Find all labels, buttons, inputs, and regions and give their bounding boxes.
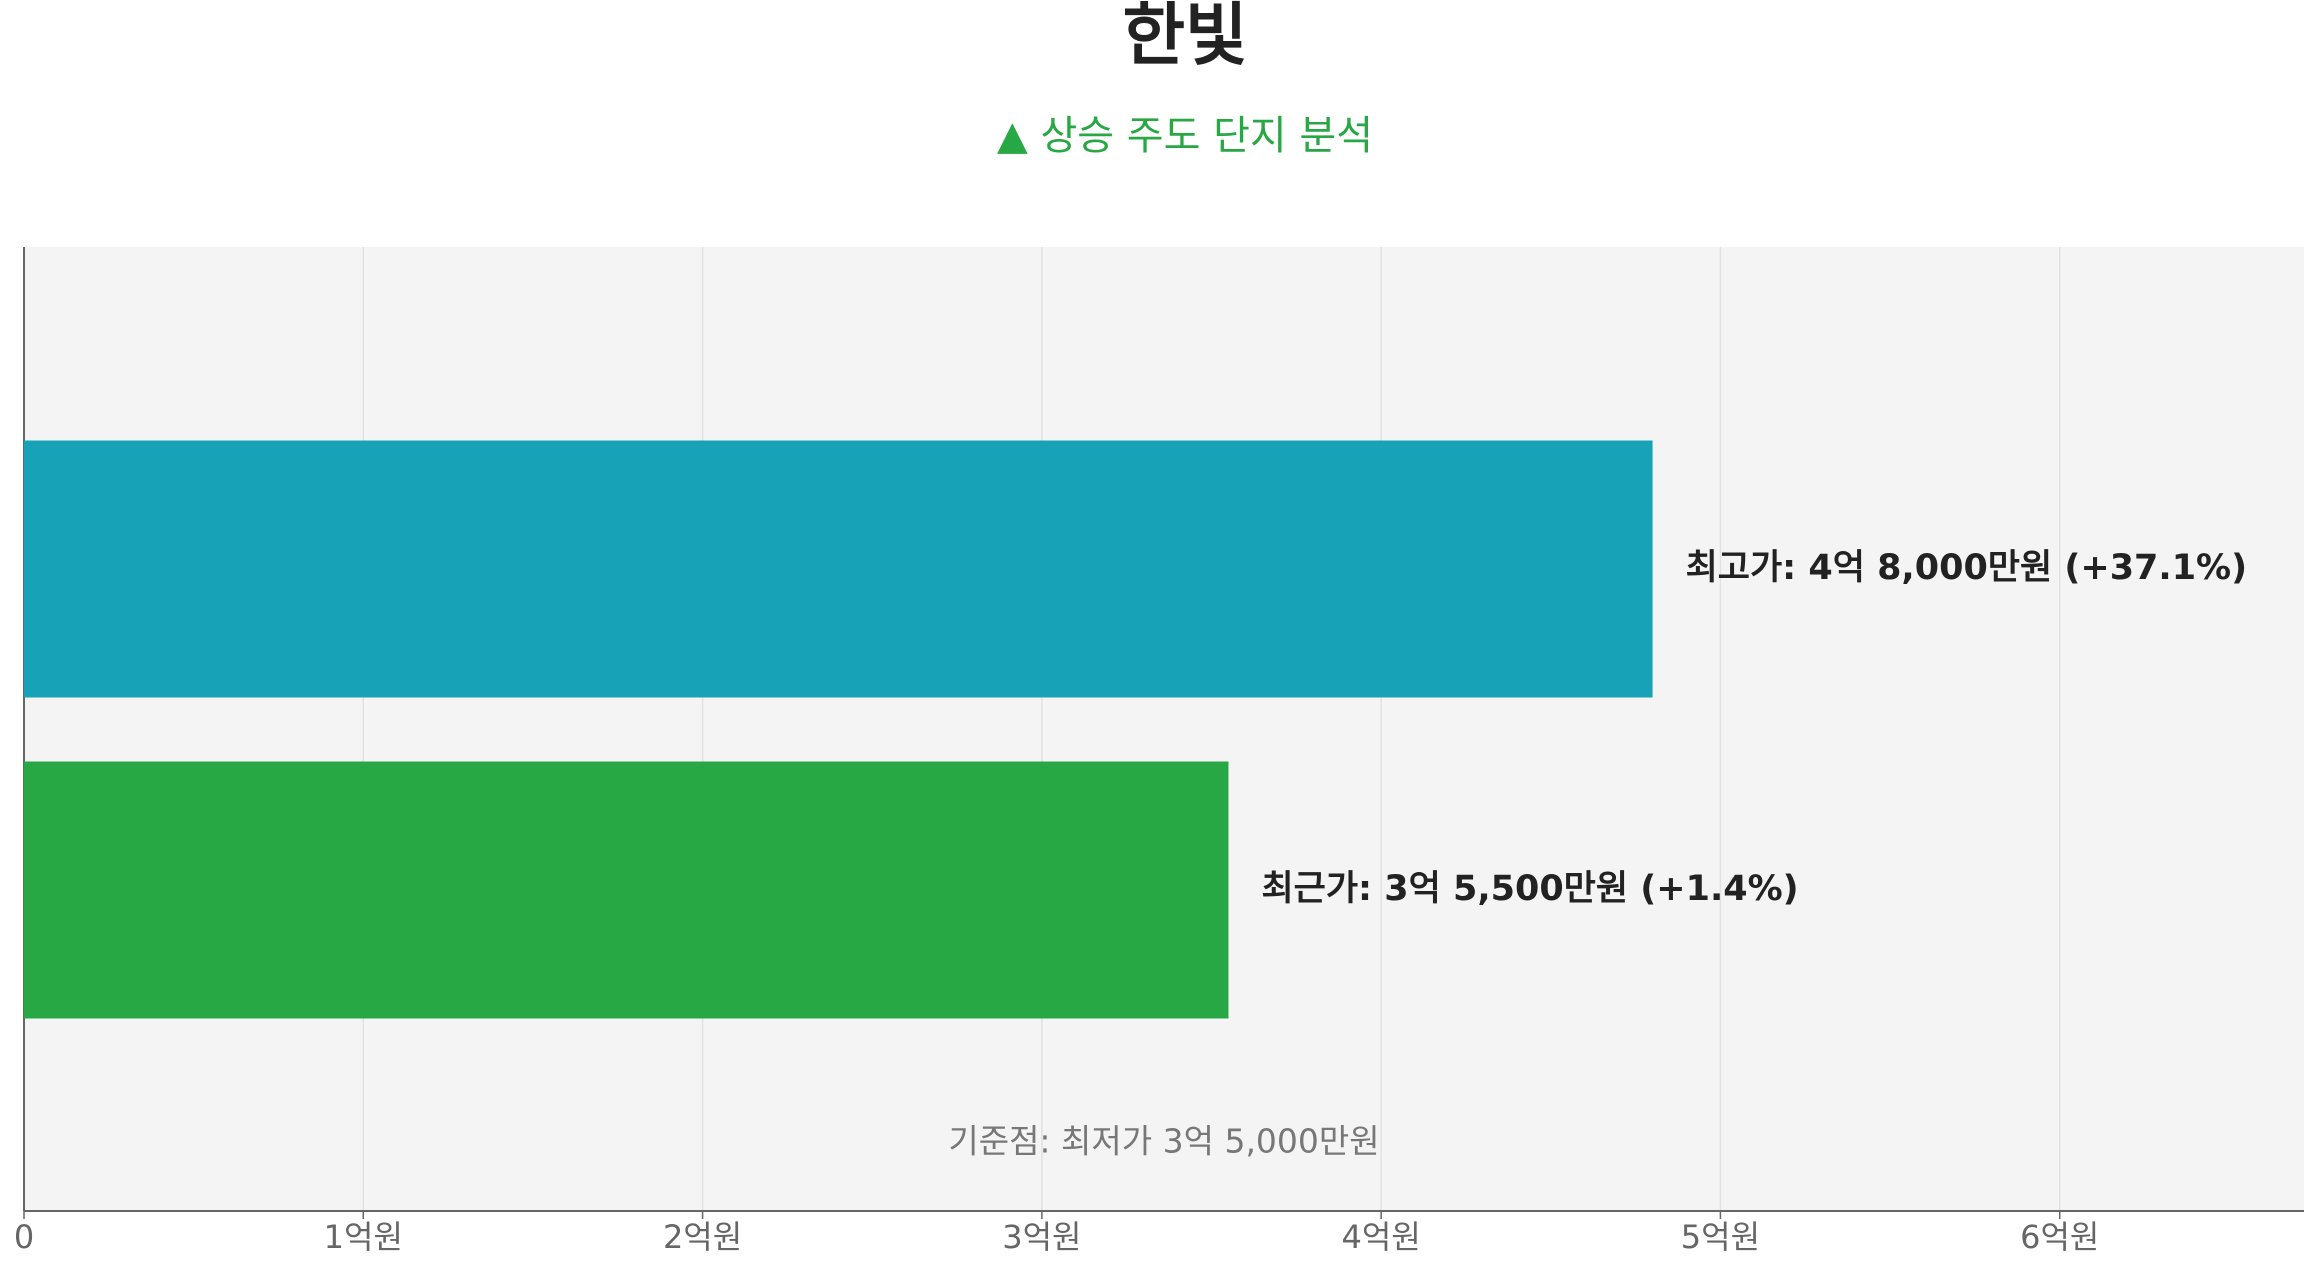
x-tick-label: 2억원 [663, 1218, 742, 1256]
chart-title: 한빛 [1122, 0, 1247, 76]
x-tick-label: 5억원 [1681, 1218, 1760, 1256]
x-tick-label: 1억원 [324, 1218, 403, 1256]
bar [24, 761, 1229, 1019]
x-tick-label: 3억원 [1002, 1218, 1081, 1256]
x-tick-label: 4억원 [1342, 1218, 1421, 1256]
bar [24, 440, 1653, 698]
value-label: 최고가: 4억 8,000만원 (+37.1%) [1686, 548, 2248, 588]
x-tick-label: 0 [14, 1218, 34, 1256]
annotation: 기준점: 최저가 3억 5,000만원 [948, 1122, 1379, 1161]
x-tick-label: 6억원 [2020, 1218, 2099, 1256]
value-label: 최근가: 3억 5,500만원 (+1.4%) [1261, 869, 1798, 909]
chart-subtitle: ▲ 상승 주도 단지 분석 [997, 113, 1373, 159]
plot-area [24, 247, 2304, 1211]
